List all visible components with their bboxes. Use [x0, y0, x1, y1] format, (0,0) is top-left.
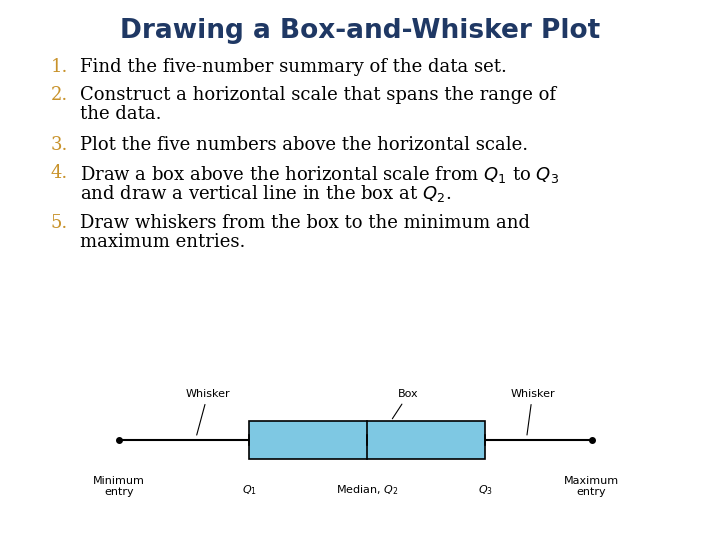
- Text: Find the five-number summary of the data set.: Find the five-number summary of the data…: [80, 58, 507, 76]
- Bar: [249, 421, 485, 459]
- Text: Copyright © 2015, 2012, and 2009 Pearson Education, Inc.: Copyright © 2015, 2012, and 2009 Pearson…: [226, 515, 494, 524]
- Text: 1.: 1.: [50, 58, 68, 76]
- Text: maximum entries.: maximum entries.: [80, 233, 246, 251]
- Text: 3.: 3.: [50, 136, 68, 154]
- Text: Maximum
entry: Maximum entry: [564, 476, 619, 497]
- Text: Whisker: Whisker: [186, 389, 230, 435]
- Text: Draw whiskers from the box to the minimum and: Draw whiskers from the box to the minimu…: [80, 214, 530, 232]
- Text: ALWAYS LEARNING: ALWAYS LEARNING: [14, 515, 125, 525]
- Text: PEARSON: PEARSON: [562, 510, 681, 530]
- Text: Construct a horizontal scale that spans the range of: Construct a horizontal scale that spans …: [80, 86, 556, 104]
- Text: $Q_3$: $Q_3$: [478, 483, 492, 497]
- Text: and draw a vertical line in the box at $Q_2$.: and draw a vertical line in the box at $…: [80, 183, 451, 204]
- Text: 2.: 2.: [50, 86, 68, 104]
- Text: the data.: the data.: [80, 105, 161, 123]
- Text: Minimum
entry: Minimum entry: [94, 476, 145, 497]
- Text: 4.: 4.: [50, 164, 68, 182]
- Text: 5.: 5.: [50, 214, 68, 232]
- Text: 168: 168: [678, 515, 698, 525]
- Text: Whisker: Whisker: [510, 389, 555, 435]
- Text: Draw a box above the horizontal scale from $Q_1$ to $Q_3$: Draw a box above the horizontal scale fr…: [80, 164, 559, 185]
- Text: Drawing a Box-and-Whisker Plot: Drawing a Box-and-Whisker Plot: [120, 18, 600, 44]
- Text: Plot the five numbers above the horizontal scale.: Plot the five numbers above the horizont…: [80, 136, 528, 154]
- Text: Median, $Q_2$: Median, $Q_2$: [336, 483, 398, 497]
- Text: $Q_1$: $Q_1$: [242, 483, 256, 497]
- Text: Box: Box: [392, 389, 419, 419]
